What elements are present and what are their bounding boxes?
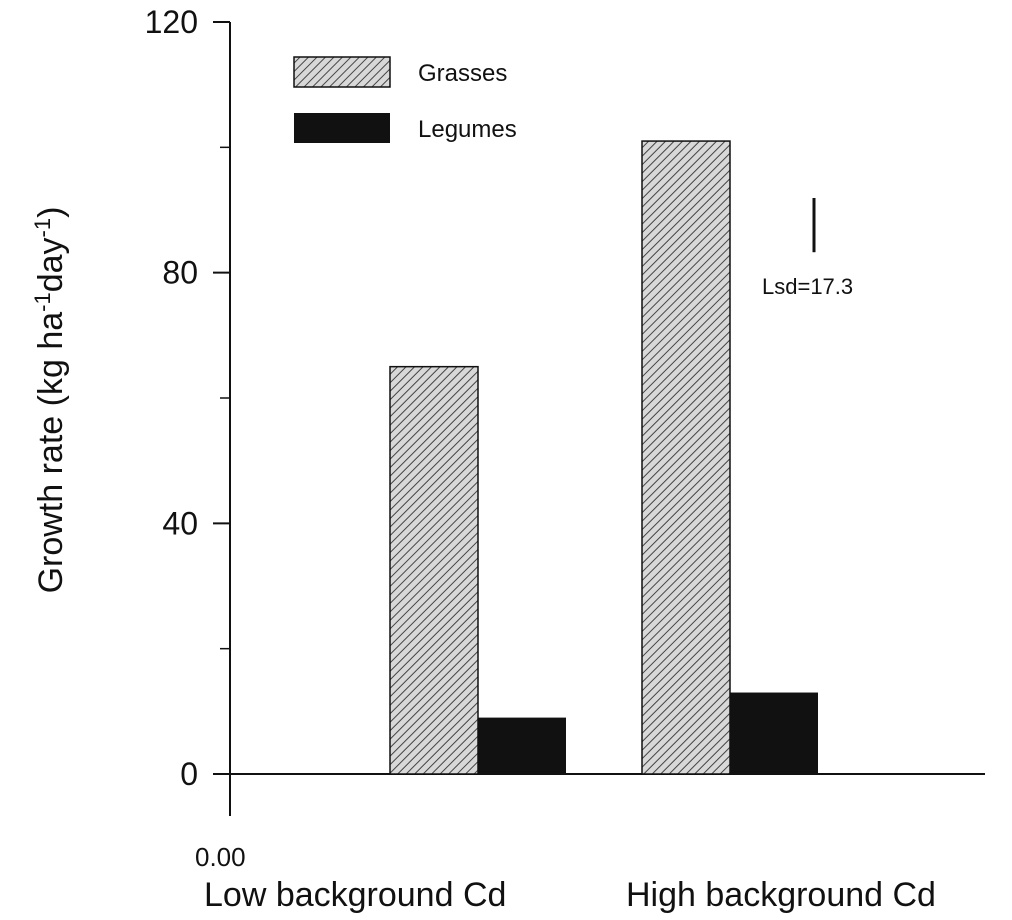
- legend-swatch-grasses: [293, 56, 391, 88]
- legend-swatch-legumes: [294, 113, 390, 143]
- y-axis-title-main: Growth rate (kg ha: [32, 312, 70, 594]
- y-tick-label: 40: [162, 505, 198, 541]
- x-origin-label: 0.00: [195, 842, 246, 872]
- legend: Grasses Legumes: [293, 56, 517, 143]
- y-ticks: [213, 21, 230, 775]
- y-tick-label: 120: [145, 4, 198, 40]
- bars: [389, 140, 818, 775]
- y-tick-label: 0: [180, 756, 198, 792]
- y-axis-title-sup1: -1: [30, 292, 55, 312]
- y-tick-labels: 0 40 80 120: [145, 4, 198, 792]
- legend-label-grasses: Grasses: [418, 60, 507, 87]
- y-axis-title: Growth rate (kg ha-1day-1): [30, 207, 71, 594]
- legend-label-legumes: Legumes: [418, 116, 517, 143]
- bar-legumes-low: [478, 717, 566, 774]
- y-tick-label: 80: [162, 255, 198, 291]
- y-axis-title-end: ): [32, 207, 70, 218]
- category-label-low: Low background Cd: [204, 876, 506, 914]
- bar-grasses-high: [641, 140, 731, 775]
- category-label-high: High background Cd: [626, 876, 936, 914]
- y-axis-title-sup2: -1: [30, 218, 55, 238]
- bar-grasses-low: [389, 365, 479, 775]
- y-axis-title-mid: day: [32, 237, 70, 292]
- lsd-label: Lsd=17.3: [762, 274, 853, 299]
- bar-legumes-high: [730, 692, 818, 774]
